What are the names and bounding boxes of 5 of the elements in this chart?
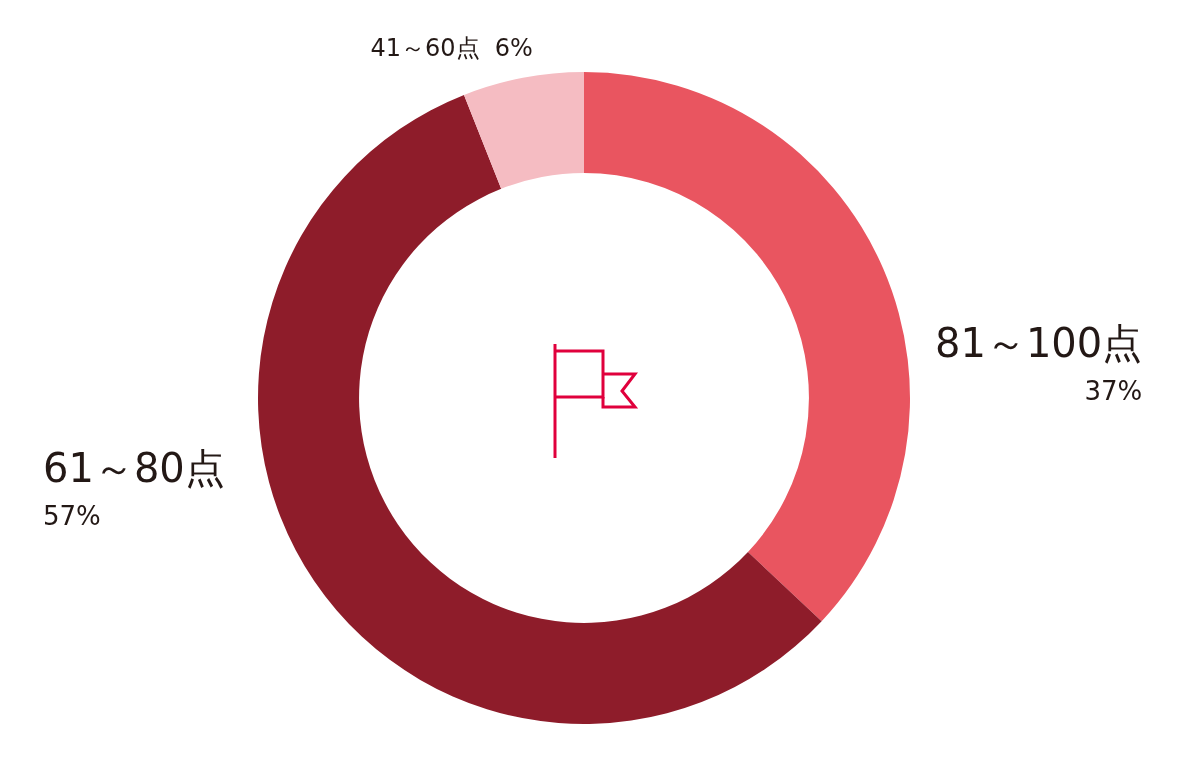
slice-label: 61～80点: [43, 444, 225, 491]
slice-label: 81～100点: [935, 319, 1143, 366]
data-label: 37%: [1084, 375, 1143, 406]
slice-label: 41～60点 6%: [370, 34, 533, 63]
data-label: 57%: [43, 501, 101, 532]
